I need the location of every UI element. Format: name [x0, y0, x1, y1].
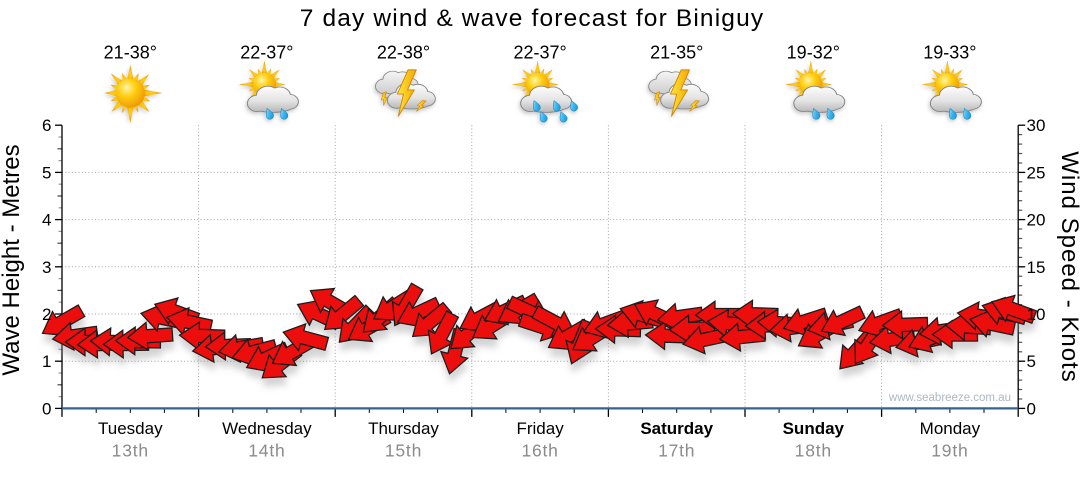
svg-text:7 day wind & wave forecast for: 7 day wind & wave forecast for Biniguy — [300, 5, 765, 32]
svg-text:20: 20 — [1027, 211, 1046, 230]
svg-text:6: 6 — [42, 116, 51, 135]
svg-text:15th: 15th — [385, 441, 422, 461]
svg-text:Wednesday: Wednesday — [222, 419, 312, 438]
svg-text:22-37°: 22-37° — [240, 43, 293, 63]
svg-text:25: 25 — [1027, 163, 1046, 182]
svg-text:Thursday: Thursday — [368, 419, 439, 438]
svg-text:13th: 13th — [112, 441, 149, 461]
svg-text:Saturday: Saturday — [640, 419, 713, 438]
svg-text:21-38°: 21-38° — [104, 43, 157, 63]
svg-text:16th: 16th — [521, 441, 558, 461]
svg-text:19th: 19th — [931, 441, 968, 461]
svg-text:0: 0 — [1027, 399, 1036, 418]
svg-text:4: 4 — [42, 211, 51, 230]
svg-text:15: 15 — [1027, 258, 1046, 277]
svg-text:5: 5 — [42, 163, 51, 182]
svg-text:Sunday: Sunday — [783, 419, 845, 438]
svg-text:18th: 18th — [795, 441, 832, 461]
svg-text:2: 2 — [42, 305, 51, 324]
svg-text:5: 5 — [1027, 352, 1036, 371]
svg-text:3: 3 — [42, 258, 51, 277]
svg-text:1: 1 — [42, 352, 51, 371]
svg-text:www.seabreeze.com.au: www.seabreeze.com.au — [888, 392, 1011, 404]
svg-text:14th: 14th — [248, 441, 285, 461]
svg-text:Tuesday: Tuesday — [98, 419, 163, 438]
svg-text:Wave Height - Metres: Wave Height - Metres — [0, 144, 25, 375]
svg-text:Wind Speed - Knots: Wind Speed - Knots — [1056, 151, 1080, 382]
svg-text:Monday: Monday — [920, 419, 981, 438]
svg-text:Friday: Friday — [516, 419, 564, 438]
svg-text:22-38°: 22-38° — [377, 43, 430, 63]
svg-text:21-35°: 21-35° — [650, 43, 703, 63]
svg-text:10: 10 — [1027, 305, 1046, 324]
svg-text:0: 0 — [42, 399, 51, 418]
svg-text:22-37°: 22-37° — [513, 43, 566, 63]
svg-text:30: 30 — [1027, 116, 1046, 135]
svg-text:19-33°: 19-33° — [923, 43, 976, 63]
svg-text:19-32°: 19-32° — [787, 43, 840, 63]
svg-text:17th: 17th — [658, 441, 695, 461]
